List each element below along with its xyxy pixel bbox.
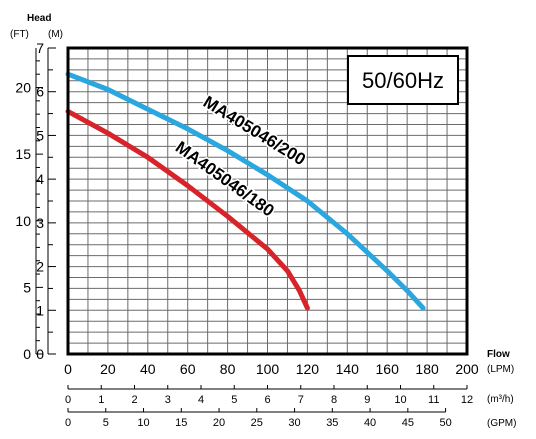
gpm-tick-label: 25	[251, 417, 263, 429]
lpm-tick-label: 180	[415, 361, 439, 377]
feet-tick-label: 0	[23, 346, 31, 362]
m3h-tick-label: 9	[364, 394, 370, 406]
m3h-tick-label: 2	[131, 394, 137, 406]
m3h-tick-label: 11	[428, 394, 439, 406]
meter-tick-label: 3	[36, 215, 44, 231]
frequency-box: 50/60Hz	[347, 55, 459, 105]
gpm-tick-label: 35	[326, 417, 338, 429]
gpm-tick-label: 40	[364, 417, 376, 429]
feet-tick-label: 5	[23, 279, 31, 295]
lpm-tick-label: 160	[376, 361, 400, 377]
plot-frame	[66, 46, 469, 356]
gpm-tick-label: 5	[103, 417, 109, 429]
gpm-tick-label: 30	[288, 417, 300, 429]
m3h-axis: 0 1 2 3 4 5 6 7 8 9 10 11 12	[65, 385, 473, 406]
lpm-tick-label: 200	[455, 361, 479, 377]
lpm-tick-label: 140	[336, 361, 360, 377]
meter-tick-label: 7	[36, 40, 44, 56]
x-axis-unit-m3h: (m³/h)	[487, 394, 514, 405]
feet-tick-label: 10	[15, 213, 31, 229]
lpm-tick-label: 40	[140, 361, 156, 377]
lpm-axis: 0 20 40 60 80 100 120 140 160 180 200	[64, 361, 479, 377]
meter-tick-label: 5	[36, 127, 44, 143]
m3h-tick-label: 4	[198, 394, 204, 406]
x-axis-label: Flow	[487, 349, 510, 360]
lpm-tick-label: 120	[296, 361, 320, 377]
m3h-tick-label: 0	[65, 394, 71, 406]
y-axis-header: Head	[27, 13, 51, 24]
gpm-tick-label: 50	[439, 417, 451, 429]
y-axis-unit-ft: (FT)	[10, 29, 29, 40]
m3h-tick-label: 8	[331, 394, 337, 406]
series-line-2	[65, 71, 426, 311]
lpm-tick-label: 100	[256, 361, 280, 377]
m3h-tick-label: 1	[98, 394, 104, 406]
x-axis-unit-gpm: (GPM)	[487, 418, 516, 429]
feet-tick-label: 20	[15, 80, 31, 96]
m3h-tick-label: 10	[394, 394, 406, 406]
gpm-tick-label: 20	[213, 417, 225, 429]
meter-tick-label: 2	[36, 259, 44, 275]
meter-tick-label: 6	[36, 84, 44, 100]
feet-tick-label: 15	[15, 146, 31, 162]
m3h-tick-label: 5	[231, 394, 237, 406]
gpm-tick-label: 0	[65, 417, 71, 429]
m3h-tick-label: 6	[264, 394, 270, 406]
series-line-1	[65, 108, 310, 311]
gpm-tick-label: 15	[175, 417, 187, 429]
lpm-tick-label: 0	[64, 361, 72, 377]
m3h-tick-label: 7	[298, 394, 304, 406]
x-axis-unit-lpm: (LPM)	[487, 364, 514, 375]
meter-tick-label: 1	[36, 302, 44, 318]
lpm-tick-label: 20	[100, 361, 116, 377]
gpm-tick-label: 45	[402, 417, 414, 429]
lpm-tick-label: 60	[180, 361, 196, 377]
frequency-box-border	[347, 55, 459, 105]
gpm-tick-label: 10	[137, 417, 149, 429]
m3h-tick-label: 3	[165, 394, 171, 406]
gpm-axis: 0 5 10 15 20 25 30 35 40 45 50	[65, 408, 452, 429]
meter-tick-label: 4	[36, 171, 44, 187]
series-layer	[65, 71, 426, 311]
chart-title: 50/60Hz	[362, 68, 444, 93]
lpm-tick-label: 80	[220, 361, 236, 377]
m3h-tick-label: 12	[461, 394, 473, 406]
y-axis-unit-m: (M)	[48, 29, 63, 40]
